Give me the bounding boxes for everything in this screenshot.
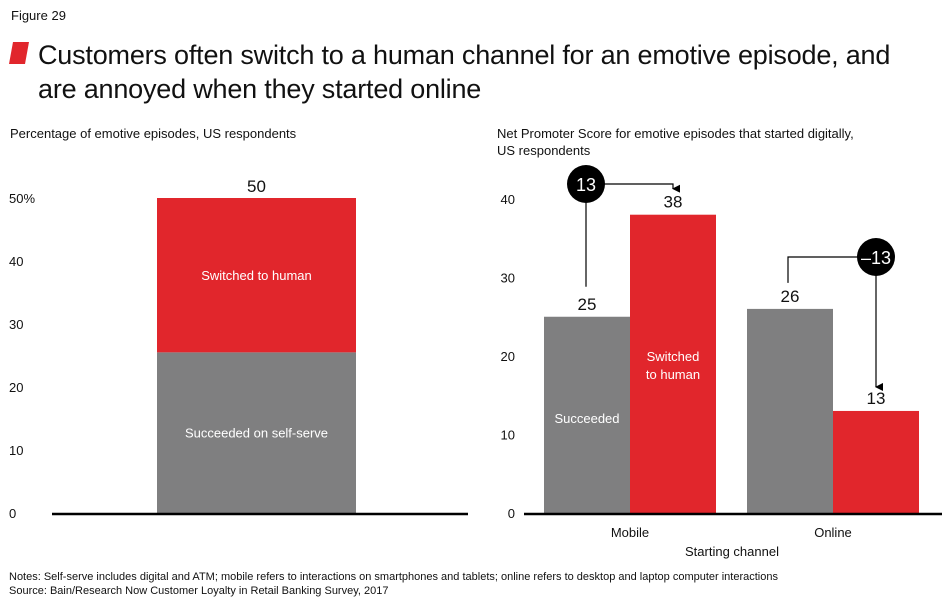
source-line: Source: Bain/Research Now Customer Loyal…: [9, 585, 389, 597]
bar: [544, 316, 630, 513]
online-delta-value: –13: [861, 248, 891, 268]
chart-title: Customers often switch to a human channe…: [38, 38, 938, 106]
bar: [630, 214, 716, 513]
y-tick-label: 50%: [9, 191, 35, 206]
mobile-arrow: [586, 183, 680, 193]
y-tick-label: 20: [9, 380, 23, 395]
title-line-1: Customers often switch to a human channe…: [38, 40, 891, 70]
x-tick-label: Online: [814, 525, 852, 540]
y-tick-label: 30: [9, 317, 23, 332]
segment-label: Succeeded on self-serve: [185, 426, 328, 441]
online-connector-line: [787, 256, 876, 283]
right-subtitle-line-2: US respondents: [497, 143, 591, 158]
bar-value-label: 13: [867, 389, 886, 408]
title-marker-icon: [9, 42, 29, 64]
y-tick-label: 0: [9, 506, 16, 521]
x-tick-label: Mobile: [611, 525, 649, 540]
y-tick-label: 40: [501, 192, 515, 207]
y-tick-label: 10: [501, 428, 515, 443]
series-label-switched: Switched: [647, 349, 700, 364]
segment-label: Switched to human: [201, 268, 312, 283]
x-axis-title: Starting channel: [685, 544, 779, 559]
bar-value-label: 25: [578, 295, 597, 314]
bar-value-label: 26: [781, 287, 800, 306]
y-tick-label: 0: [508, 506, 515, 521]
figure-label: Figure 29: [11, 8, 66, 23]
y-tick-label: 10: [9, 443, 23, 458]
right-subtitle-line-1: Net Promoter Score for emotive episodes …: [497, 126, 854, 141]
bar: [833, 410, 919, 513]
y-tick-label: 40: [9, 254, 23, 269]
right-chart-subtitle: Net Promoter Score for emotive episodes …: [497, 125, 917, 159]
y-tick-label: 30: [501, 271, 515, 286]
series-label-switched: to human: [646, 367, 700, 382]
series-label-succeeded: Succeeded: [554, 411, 619, 426]
notes-line: Notes: Self-serve includes digital and A…: [9, 571, 778, 583]
mobile-delta-badge: [567, 165, 605, 203]
left-chart-subtitle: Percentage of emotive episodes, US respo…: [10, 126, 297, 141]
bar-value-label: 38: [664, 193, 683, 212]
bar: [747, 308, 833, 513]
total-value-label: 50: [247, 177, 266, 196]
stacked-bar-segment: [157, 198, 356, 353]
title-line-2: are annoyed when they started online: [38, 74, 482, 104]
stacked-bar-segment: [157, 352, 356, 513]
notes: Notes: Self-serve includes digital and A…: [9, 570, 944, 598]
online-delta-badge: [857, 238, 895, 276]
mobile-delta-value: 13: [576, 175, 596, 195]
y-tick-label: 20: [501, 349, 515, 364]
